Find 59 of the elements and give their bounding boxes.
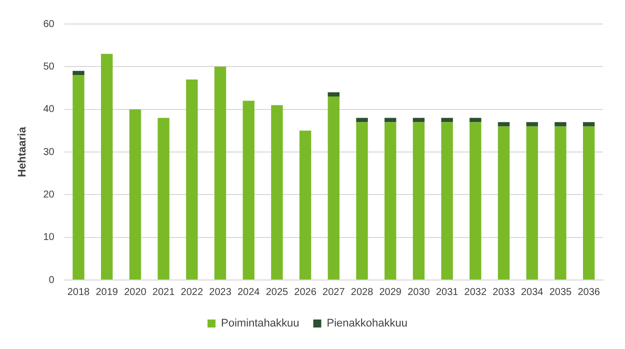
x-tick-label: 2029 <box>379 286 402 298</box>
y-tick-label: 50 <box>43 61 55 72</box>
x-tick-label: 2030 <box>408 286 430 298</box>
x-tick-label: 2035 <box>549 286 572 298</box>
legend-label: Poimintahakkuu <box>221 318 300 330</box>
x-tick-label: 2023 <box>209 286 232 298</box>
x-tick-label: 2028 <box>350 286 374 298</box>
bar <box>328 92 340 97</box>
bar <box>526 122 538 126</box>
bar <box>582 126 595 280</box>
bar <box>526 126 538 280</box>
bar <box>470 122 482 280</box>
x-tick-label: 2019 <box>96 286 118 298</box>
bar <box>498 122 510 126</box>
bar <box>356 118 368 122</box>
x-tick-label: 2034 <box>520 286 544 298</box>
bar <box>441 118 453 122</box>
bar <box>384 118 396 122</box>
x-tick-label: 2031 <box>436 286 459 298</box>
bar <box>328 96 340 280</box>
bar <box>271 105 283 280</box>
bar <box>498 126 510 280</box>
bar <box>356 122 368 280</box>
bar <box>129 109 142 280</box>
x-tick-label: 2036 <box>578 286 600 298</box>
bar <box>242 100 254 280</box>
x-tick-label: 2024 <box>237 286 260 298</box>
x-tick-label: 2032 <box>464 286 487 298</box>
bar <box>412 118 425 122</box>
bar <box>384 122 396 280</box>
bar <box>554 122 566 126</box>
legend-label: Pienakkohakkuu <box>326 318 408 330</box>
y-tick-label: 0 <box>48 274 55 286</box>
bar <box>470 118 482 122</box>
bar <box>299 130 312 280</box>
y-tick-label: 30 <box>43 146 55 158</box>
x-tick-label: 2033 <box>492 286 516 298</box>
y-tick-label: 20 <box>43 189 55 200</box>
bar <box>186 79 198 280</box>
bar <box>441 122 453 280</box>
y-tick-label: 60 <box>43 18 55 30</box>
bar <box>582 122 595 126</box>
bar <box>158 118 170 280</box>
x-tick-label: 2020 <box>124 286 147 298</box>
bar <box>72 70 84 76</box>
bar <box>554 126 566 280</box>
x-tick-label: 2022 <box>180 286 204 298</box>
bar <box>101 54 113 280</box>
y-axis-title: Hehtaaria <box>16 126 29 178</box>
y-tick-label: 10 <box>43 232 55 244</box>
bar <box>72 75 84 280</box>
bar <box>412 122 425 280</box>
y-tick-label: 40 <box>43 104 55 116</box>
x-tick-label: 2018 <box>67 286 90 298</box>
x-tick-label: 2026 <box>294 286 317 298</box>
x-tick-label: 2027 <box>322 286 346 298</box>
bar <box>214 66 226 280</box>
x-tick-label: 2025 <box>266 286 289 298</box>
x-tick-label: 2021 <box>152 286 176 298</box>
